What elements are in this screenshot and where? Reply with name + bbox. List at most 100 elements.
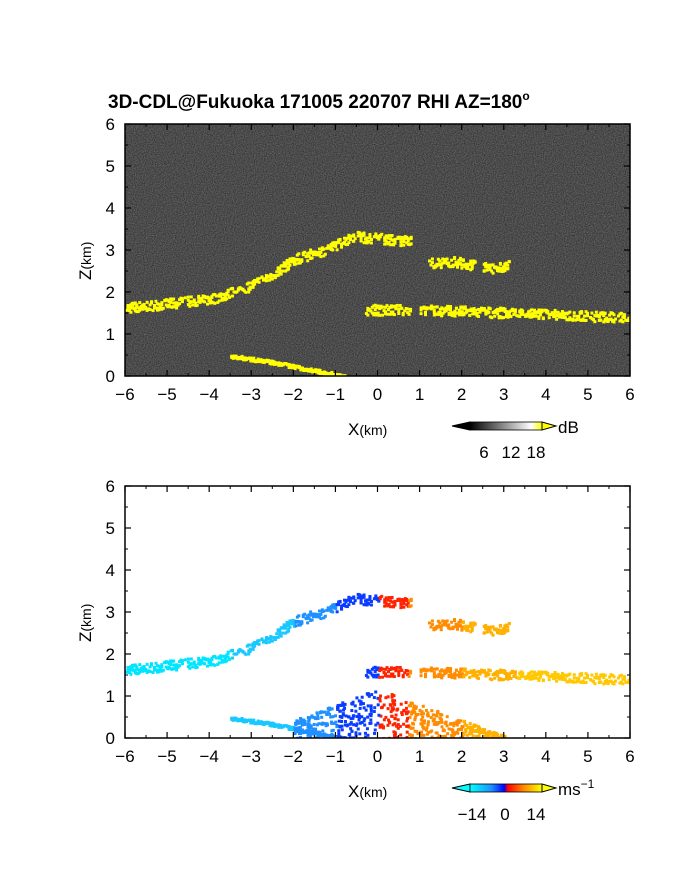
velocity-cell bbox=[293, 729, 297, 733]
echo-cell bbox=[338, 237, 342, 241]
velocity-cell bbox=[334, 714, 338, 718]
echo-cell bbox=[460, 310, 464, 314]
velocity-cell bbox=[324, 724, 328, 728]
velocity-cell bbox=[326, 606, 330, 610]
echo-cell bbox=[334, 244, 338, 248]
x-tick-label: 3 bbox=[499, 385, 508, 404]
velocity-cell bbox=[352, 714, 356, 718]
y-tick-label: 6 bbox=[106, 477, 115, 496]
echo-cell bbox=[197, 294, 201, 298]
velocity-cell bbox=[297, 729, 301, 733]
echo-cell bbox=[407, 312, 411, 316]
velocity-cell bbox=[512, 674, 516, 678]
velocity-cell bbox=[386, 718, 390, 722]
velocity-cell bbox=[244, 652, 248, 656]
echo-cell bbox=[225, 291, 229, 295]
velocity-cell bbox=[248, 647, 252, 651]
echo-cell bbox=[217, 299, 221, 303]
echo-cell bbox=[531, 314, 535, 318]
velocity-cell bbox=[441, 673, 445, 677]
echo-cell bbox=[226, 293, 230, 297]
velocity-cell bbox=[388, 703, 392, 707]
velocity-cell bbox=[178, 664, 182, 668]
velocity-cell bbox=[423, 719, 427, 723]
velocity-cell bbox=[594, 672, 598, 676]
echo-cell bbox=[406, 311, 410, 315]
velocity-cell bbox=[451, 735, 455, 738]
velocity-cell bbox=[400, 712, 404, 716]
echo-cell bbox=[389, 243, 393, 247]
echo-cell bbox=[584, 310, 588, 314]
velocity-cell bbox=[354, 731, 358, 735]
echo-cell bbox=[222, 292, 226, 296]
velocity-cell bbox=[503, 626, 507, 630]
echo-cell bbox=[213, 292, 217, 296]
velocity-cell bbox=[549, 674, 553, 678]
velocity-cell bbox=[390, 596, 394, 600]
echo-cell bbox=[188, 304, 192, 308]
velocity-cell bbox=[404, 706, 408, 710]
velocity-cell bbox=[453, 618, 457, 622]
velocity-cell bbox=[584, 680, 588, 684]
velocity-cell bbox=[300, 729, 304, 733]
echo-cell bbox=[609, 317, 613, 321]
echo-cell bbox=[429, 263, 433, 267]
velocity-cell bbox=[252, 718, 256, 722]
echo-cell bbox=[419, 306, 423, 310]
velocity-cell bbox=[334, 606, 338, 610]
velocity-cell bbox=[378, 725, 382, 729]
colorbar-unit: ms−1 bbox=[558, 777, 595, 799]
echo-cell bbox=[521, 312, 525, 316]
echo-cell bbox=[560, 310, 564, 314]
velocity-cell bbox=[474, 724, 478, 728]
echo-cell bbox=[438, 310, 442, 314]
velocity-cell bbox=[352, 596, 356, 600]
velocity-x-axis-label: X(km) bbox=[348, 782, 387, 801]
echo-cell bbox=[294, 262, 298, 266]
echo-cell bbox=[297, 258, 301, 262]
velocity-cell bbox=[486, 732, 490, 736]
velocity-cell bbox=[440, 720, 444, 724]
echo-cell bbox=[482, 307, 486, 311]
velocity-cell bbox=[424, 728, 428, 732]
velocity-cell bbox=[142, 665, 146, 669]
velocity-cell bbox=[298, 732, 302, 736]
velocity-cell bbox=[154, 668, 158, 672]
velocity-cell bbox=[368, 721, 372, 725]
velocity-cell bbox=[400, 711, 404, 715]
velocity-cell bbox=[144, 667, 148, 671]
velocity-cell bbox=[487, 734, 491, 738]
velocity-cell bbox=[351, 716, 355, 720]
echo-cell bbox=[487, 310, 491, 314]
echo-cell bbox=[129, 310, 133, 314]
velocity-cell bbox=[287, 627, 291, 631]
velocity-cell bbox=[337, 729, 341, 733]
echo-cell bbox=[385, 304, 389, 308]
velocity-cell bbox=[395, 708, 399, 712]
velocity-cell bbox=[347, 597, 351, 601]
echo-cell bbox=[454, 306, 458, 310]
velocity-cell bbox=[420, 733, 424, 737]
echo-cell bbox=[622, 315, 626, 319]
velocity-cell bbox=[269, 724, 273, 728]
x-tick-label: 2 bbox=[457, 385, 466, 404]
velocity-cell bbox=[405, 730, 409, 734]
colorbar-unit: dB bbox=[558, 418, 579, 437]
echo-cell bbox=[395, 303, 399, 307]
echo-cell bbox=[258, 360, 262, 364]
echo-cell bbox=[269, 273, 273, 277]
velocity-cell bbox=[431, 713, 435, 717]
ground-clutter bbox=[148, 306, 608, 376]
velocity-cell bbox=[369, 709, 373, 713]
velocity-cell bbox=[334, 605, 338, 609]
echo-cell bbox=[152, 304, 156, 308]
echo-cell bbox=[334, 243, 338, 247]
velocity-cell bbox=[478, 670, 482, 674]
echo-cell bbox=[455, 265, 459, 269]
velocity-cell bbox=[317, 734, 321, 738]
echo-cell bbox=[206, 302, 210, 306]
velocity-cell bbox=[437, 734, 441, 738]
echo-cell bbox=[381, 313, 385, 317]
velocity-cell bbox=[298, 726, 302, 730]
echo-cell bbox=[432, 309, 436, 313]
